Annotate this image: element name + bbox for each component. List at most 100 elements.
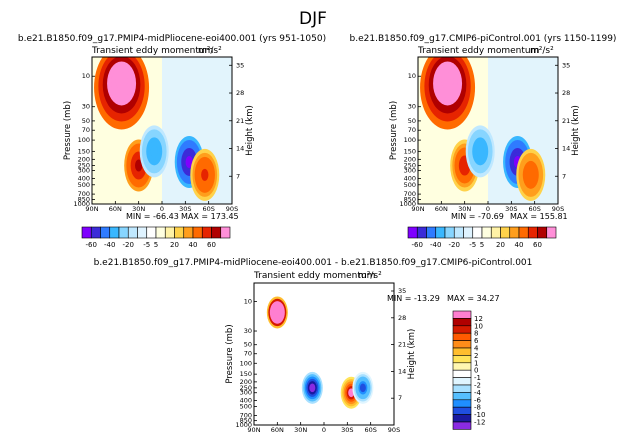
y-right-tick-label: 28	[562, 89, 570, 97]
colorbar-swatch	[452, 362, 472, 371]
contour-feature-0-level-5	[274, 308, 281, 317]
x-tick-label: 60N	[271, 426, 284, 434]
colorbar-label: -60	[412, 241, 423, 249]
y-right-tick-label: 35	[236, 61, 244, 69]
colorbar-swatch	[118, 226, 129, 239]
y-tick-label: 400	[404, 175, 416, 183]
y-tick-label: 150	[240, 370, 252, 378]
colorbar-label: 8	[474, 330, 478, 338]
panel-left-field: Transient eddy momentum	[91, 46, 213, 56]
y-right-axis-title: Height (km)	[571, 105, 581, 156]
contour-feature-1-level-5	[309, 383, 316, 393]
contour-feature-3-level-5	[185, 155, 193, 168]
colorbar-swatch	[174, 226, 185, 239]
colorbar-swatch	[500, 226, 511, 239]
panel-diff-min-label: MIN = -13.29	[387, 294, 440, 303]
colorbar-label: 10	[474, 322, 483, 330]
colorbar-swatch	[452, 347, 472, 356]
colorbar-swatch	[164, 226, 175, 239]
colorbar-swatch	[452, 421, 472, 430]
y-tick-label: 400	[240, 396, 252, 404]
contour-feature-4-level-5	[201, 168, 209, 181]
colorbar-label: 5	[480, 241, 484, 249]
colorbar-swatch	[201, 226, 212, 239]
y-tick-label: 70	[82, 126, 90, 134]
y-right-tick-label: 7	[562, 172, 566, 180]
panel-right-title: b.e21.B1850.f09_g17.CMIP6-piControl.001 …	[350, 34, 617, 44]
y-tick-label: 300	[240, 389, 252, 397]
colorbar-swatch	[452, 406, 472, 415]
colorbar-swatch	[211, 226, 222, 239]
y-right-tick-label: 14	[236, 145, 244, 153]
panel-diff-field: Transient eddy momentum	[253, 271, 375, 281]
colorbar-swatch	[481, 226, 492, 239]
panel-right: b.e21.B1850.f09_g17.CMIP6-piControl.001 …	[350, 34, 617, 221]
panel-left-min-label: MIN = -66.43	[126, 212, 179, 221]
colorbar-swatch	[435, 226, 446, 239]
y-tick-label: 70	[244, 350, 252, 358]
panel-diff-units: m²/s²	[358, 271, 382, 281]
colorbar-label: 60	[533, 241, 542, 249]
y-tick-label: 30	[244, 327, 252, 335]
x-tick-label: 60S	[202, 205, 214, 213]
y-right-axis-title: Height (km)	[407, 329, 417, 380]
field-contours	[418, 57, 558, 204]
y-tick-label: 500	[78, 181, 90, 189]
colorbar-swatch	[452, 414, 472, 423]
y-tick-label: 200	[404, 155, 416, 163]
y-right-tick-label: 21	[236, 117, 244, 125]
colorbar-label: -20	[123, 241, 134, 249]
y-tick-label: 200	[78, 155, 90, 163]
y-axis-title: Pressure (mb)	[225, 324, 235, 383]
season-title: DJF	[299, 9, 327, 29]
x-tick-label: 90S	[226, 205, 238, 213]
panel-left: b.e21.B1850.f09_g17.PMIP4-midPliocene-eo…	[18, 34, 326, 221]
colorbar-swatch	[100, 226, 111, 239]
colorbar-label: 40	[515, 241, 524, 249]
y-right-axis-title: Height (km)	[245, 105, 255, 156]
x-tick-label: 60N	[109, 205, 122, 213]
colorbar-label: -6	[474, 396, 482, 404]
y-tick-label: 30	[408, 103, 416, 111]
y-tick-label: 200	[240, 378, 252, 386]
panel-left-title: b.e21.B1850.f09_g17.PMIP4-midPliocene-eo…	[18, 34, 326, 44]
contour-feature-3-level-5	[359, 383, 366, 393]
colorbar-swatch	[452, 340, 472, 349]
colorbar-swatch	[220, 226, 231, 239]
colorbar-label: -2	[474, 382, 481, 390]
panel-right-units: m²/s²	[530, 46, 554, 56]
colorbar-swatch	[452, 369, 472, 378]
y-tick-label: 30	[82, 103, 90, 111]
y-tick-label: 50	[244, 341, 252, 349]
y-tick-label: 10	[244, 298, 252, 306]
colorbar-swatch	[444, 226, 455, 239]
y-tick-label: 150	[78, 147, 90, 155]
contour-feature-2-level-5	[476, 145, 484, 158]
colorbar-label: 60	[207, 241, 216, 249]
y-tick-label: 400	[78, 175, 90, 183]
colorbar-swatch	[416, 226, 427, 239]
colorbar-label: 20	[496, 241, 505, 249]
x-tick-label: 30S	[341, 426, 353, 434]
plot-diff: 90N 60N 30N 0 30S 60S 90S103050701001502002503…	[225, 282, 417, 434]
y-tick-label: 850	[240, 417, 252, 425]
x-tick-label: 60N	[435, 205, 448, 213]
plot-left: 90N 60N 30N 0 30S 60S 90S103050701001502002503…	[63, 56, 255, 213]
colorbar-label: 0	[474, 367, 478, 375]
plot-right: 90N 60N 30N 0 30S 60S 90S103050701001502002503…	[389, 56, 581, 213]
colorbar-swatch	[452, 384, 472, 393]
colorbar-label: 40	[189, 241, 198, 249]
y-tick-label: 850	[78, 195, 90, 203]
colorbar-swatch	[453, 226, 464, 239]
colorbar-label: 12	[474, 315, 483, 323]
y-right-tick-label: 28	[398, 314, 406, 322]
colorbar-label: 20	[170, 241, 179, 249]
colorbar-swatch	[509, 226, 520, 239]
x-tick-label: 90S	[552, 205, 564, 213]
colorbar-swatch	[452, 318, 472, 327]
field-contours	[254, 283, 394, 425]
contour-feature-0-level-5	[115, 72, 128, 90]
colorbar-swatch	[537, 226, 548, 239]
y-tick-label: 500	[404, 181, 416, 189]
